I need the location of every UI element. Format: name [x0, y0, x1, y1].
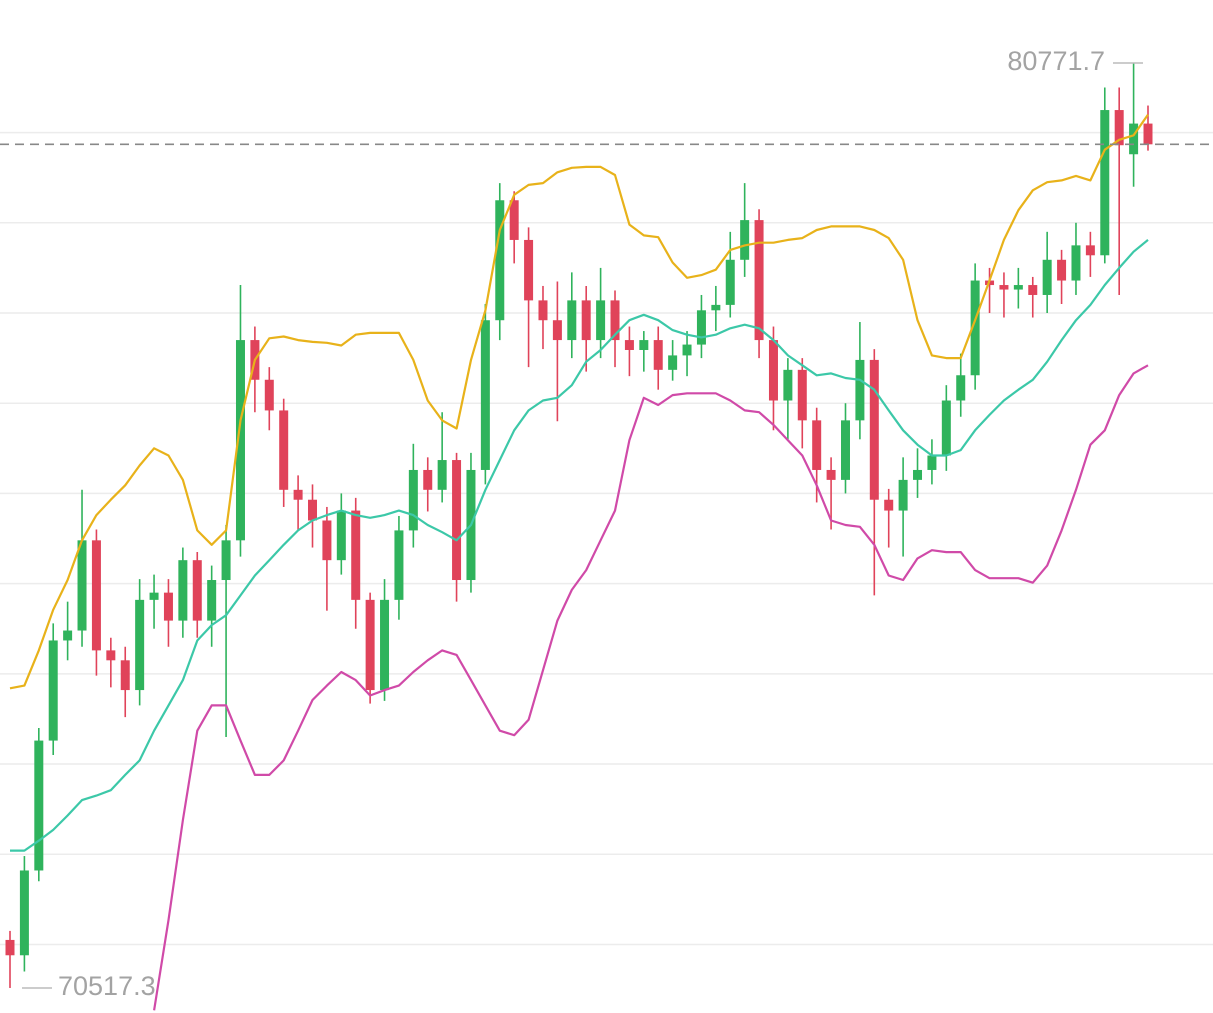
- band-line: [9, 113, 1149, 690]
- candle-body: [178, 560, 188, 621]
- candle-body: [77, 540, 87, 631]
- candle-body: [408, 469, 418, 531]
- candle-body: [308, 499, 318, 521]
- candle-body: [524, 239, 534, 301]
- candle-body: [63, 630, 73, 641]
- candle-body: [437, 460, 447, 490]
- candle-body: [927, 455, 937, 470]
- candle-body: [999, 285, 1009, 290]
- candle-body: [264, 379, 274, 411]
- candle-body: [840, 420, 850, 480]
- candle-body: [34, 740, 44, 871]
- candle-body: [797, 369, 807, 421]
- candle-body: [970, 280, 980, 376]
- candle-body: [1013, 285, 1023, 290]
- candle-body: [610, 300, 620, 341]
- candle-body: [351, 510, 361, 600]
- candle-body: [768, 340, 778, 401]
- candle-body: [754, 220, 764, 341]
- candle-body: [1143, 123, 1153, 145]
- candle-body: [624, 340, 634, 350]
- candle-body: [48, 640, 58, 741]
- candle-body: [869, 359, 879, 500]
- candle-body: [653, 340, 663, 370]
- candle-body: [235, 340, 245, 541]
- candle-body: [1085, 245, 1095, 256]
- band-line: [10, 239, 1149, 852]
- candle-body: [913, 469, 923, 480]
- candle-body: [725, 259, 735, 305]
- candle-body: [1114, 110, 1124, 146]
- candle-body: [1057, 259, 1067, 281]
- candle-body: [480, 320, 490, 470]
- candle-body: [567, 300, 577, 341]
- candle-body: [192, 560, 202, 621]
- candle-body: [538, 300, 548, 321]
- candle-body: [5, 939, 15, 956]
- candle-body: [509, 200, 519, 240]
- candle-body: [1129, 123, 1139, 155]
- candle-body: [207, 580, 217, 621]
- candle-body: [682, 344, 692, 356]
- candle-body: [120, 660, 130, 691]
- candle-body: [956, 375, 966, 401]
- candle-body: [91, 540, 101, 651]
- candle-body: [596, 300, 606, 341]
- candle-body: [279, 410, 289, 490]
- candle-body: [941, 400, 951, 456]
- candle-body: [783, 369, 793, 401]
- min-marker-label: 70517.3: [58, 971, 156, 1001]
- band-line: [153, 364, 1149, 1011]
- candle-body: [639, 340, 649, 350]
- candle-body: [135, 599, 145, 691]
- candle-body: [336, 510, 346, 561]
- candle-body: [365, 599, 375, 691]
- candle-body: [221, 540, 231, 581]
- candle-body: [380, 599, 390, 691]
- candle-body: [884, 499, 894, 511]
- candle-body: [322, 520, 332, 561]
- max-marker-label: 80771.7: [1007, 46, 1105, 76]
- candle-body: [898, 479, 908, 511]
- candle-body: [19, 870, 29, 956]
- candle-body: [106, 650, 116, 661]
- candle-body: [1071, 245, 1081, 281]
- candle-body: [581, 300, 591, 341]
- candle-body: [855, 359, 865, 421]
- candle-body: [812, 420, 822, 470]
- candle-body: [1028, 285, 1038, 295]
- candle-body: [149, 592, 159, 600]
- candle-body: [163, 592, 173, 621]
- candle-body: [452, 460, 462, 581]
- candle-body: [552, 320, 562, 341]
- candle-body: [668, 355, 678, 370]
- candle-body: [293, 489, 303, 500]
- candle-body: [826, 469, 836, 480]
- candle-body: [423, 469, 433, 490]
- candle-body: [1100, 110, 1110, 256]
- candle-body: [394, 530, 404, 600]
- candle-body: [740, 220, 750, 260]
- candle-body: [711, 304, 721, 311]
- candle-body: [1042, 259, 1052, 295]
- candle-body: [495, 200, 505, 321]
- candle-body: [696, 310, 706, 345]
